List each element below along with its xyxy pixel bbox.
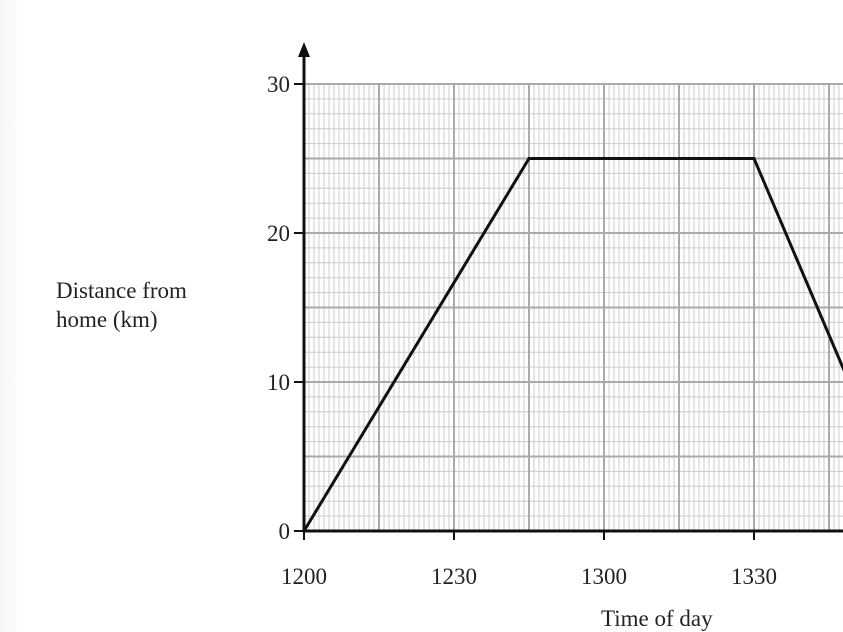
x-tick-label: 1200 bbox=[281, 564, 327, 589]
x-tick-label: 1230 bbox=[431, 564, 477, 589]
y-tick-label: 0 bbox=[279, 519, 291, 544]
y-axis-label-line-1: Distance from bbox=[56, 278, 187, 303]
series-point bbox=[302, 529, 306, 533]
y-axis-label: Distance from home (km) bbox=[56, 276, 187, 334]
data-series bbox=[302, 157, 843, 533]
y-tick-label: 30 bbox=[267, 72, 290, 97]
series-point bbox=[527, 157, 531, 160]
y-axis-arrowhead-icon bbox=[298, 42, 310, 57]
x-tick-label: 1330 bbox=[731, 564, 777, 589]
y-tick-label: 20 bbox=[267, 221, 290, 246]
series-point bbox=[752, 157, 756, 160]
y-tick-label: 10 bbox=[267, 370, 290, 395]
x-axis-label: Time of day bbox=[601, 606, 713, 631]
axis-ticks: 0 10 20 30 1200 1230 1300 1330 bbox=[267, 72, 777, 589]
series-line bbox=[302, 157, 843, 532]
y-axis-label-line-2: home (km) bbox=[56, 307, 158, 332]
x-tick-label: 1300 bbox=[581, 564, 627, 589]
